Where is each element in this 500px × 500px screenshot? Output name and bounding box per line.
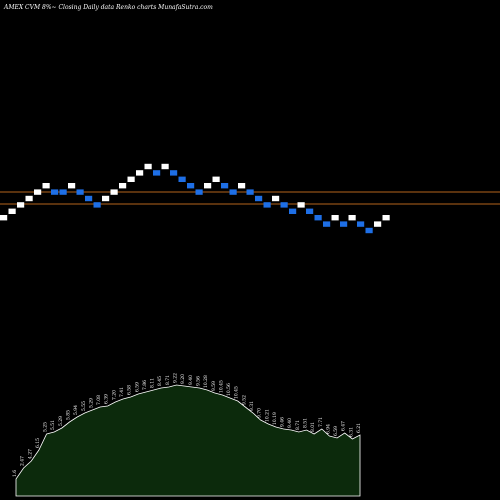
area-value-label: 6.21	[356, 423, 362, 433]
renko-brick	[314, 215, 322, 221]
area-value-label: 9.59	[211, 381, 217, 391]
area-value-label: 8.01	[310, 422, 316, 432]
renko-brick	[85, 195, 93, 202]
renko-brick	[323, 221, 331, 227]
area-value-label: 6.59	[333, 426, 339, 436]
renko-brick	[357, 221, 365, 227]
area-value-label: 5.94	[73, 405, 79, 415]
renko-brick	[170, 170, 178, 176]
chart-title: AMEX CVM 8%~ Closing Daily data Renko ch…	[3, 4, 213, 11]
area-value-label: 9.40	[287, 418, 293, 428]
area-value-label: 10.56	[226, 383, 232, 396]
area-labels: 1.62.474.276.155.25 5.51 5.295.85 5.94 5.55 5…	[12, 373, 362, 477]
renko-brick	[289, 208, 297, 214]
renko-brick	[204, 183, 212, 189]
renko-bricks	[0, 163, 390, 234]
renko-brick	[144, 163, 152, 170]
renko-brick	[127, 176, 135, 182]
renko-brick	[374, 221, 382, 227]
renko-brick	[136, 170, 144, 176]
area-value-label: 1.6	[12, 470, 18, 477]
area-value-label: 10.28	[203, 375, 209, 388]
renko-brick	[263, 202, 271, 208]
renko-brick	[161, 163, 169, 170]
renko-brick	[195, 189, 203, 195]
area-value-label: 9.56	[196, 376, 202, 386]
area-value-label: 10.45	[218, 380, 224, 393]
area-value-label: 9.46	[280, 417, 286, 427]
area-value-label: 6.58	[127, 385, 133, 395]
area-value-label: 5.25	[43, 422, 49, 432]
renko-brick	[17, 202, 25, 208]
renko-brick	[8, 208, 16, 214]
area-value-label: 6.94	[325, 424, 331, 434]
area-value-label: 7.08	[96, 395, 102, 405]
area-value-label: 5.29	[88, 398, 94, 408]
area-value-label: 7.86	[142, 380, 148, 390]
renko-brick	[42, 183, 50, 189]
renko-brick	[246, 189, 254, 195]
area-value-label: 9.22	[173, 373, 179, 383]
area-value-label: 6.39	[104, 394, 110, 404]
renko-brick	[34, 189, 42, 195]
renko-brick	[178, 176, 186, 182]
area-value-label: 6.59	[134, 382, 140, 392]
area-value-label: 5.51	[50, 420, 56, 430]
area-value-label: 10.21	[264, 409, 270, 422]
area-value-label: 9.52	[241, 395, 247, 405]
area-value-label: 4.27	[27, 449, 33, 459]
area-value-label: 8.71	[295, 420, 301, 430]
area-value-label: 8.45	[157, 376, 163, 386]
area-chart	[15, 384, 361, 497]
renko-brick	[272, 195, 280, 202]
renko-brick	[68, 183, 76, 189]
area-value-label: 7.71	[318, 417, 324, 427]
area-value-label: 6.15	[35, 438, 41, 448]
area-value-label: 2.47	[20, 456, 26, 466]
area-series	[15, 384, 361, 497]
area-value-label: 7.20	[111, 390, 117, 400]
area-value-label: 8.51	[303, 418, 309, 428]
renko-brick	[25, 195, 33, 202]
renko-brick	[187, 183, 195, 189]
renko-brick	[51, 189, 59, 195]
renko-brick	[59, 189, 67, 195]
renko-brick	[76, 189, 84, 195]
area-value-label: 10.45	[234, 386, 240, 399]
renko-brick	[280, 202, 288, 208]
area-value-label: 9.31	[249, 401, 255, 411]
renko-brick	[297, 202, 305, 208]
renko-brick	[306, 208, 314, 214]
renko-brick	[102, 195, 110, 202]
area-value-label: 10.19	[272, 412, 278, 425]
renko-brick	[365, 227, 373, 234]
area-value-label: 9.20	[180, 374, 186, 384]
area-value-label: 8.11	[150, 378, 156, 388]
renko-brick	[382, 215, 390, 221]
area-value-label: 6.31	[348, 427, 354, 437]
area-value-label: 7.41	[119, 387, 125, 397]
renko-brick	[348, 215, 356, 221]
renko-brick	[331, 215, 339, 221]
area-value-label: 5.55	[81, 401, 87, 411]
area-value-label: 8.71	[165, 375, 171, 385]
area-value-label: 5.85	[66, 410, 72, 420]
area-value-label: 9.70	[257, 408, 263, 418]
renko-brick	[212, 176, 220, 182]
renko-brick	[221, 183, 229, 189]
renko-brick	[340, 221, 348, 227]
renko-brick	[153, 170, 161, 176]
renko-brick	[255, 195, 263, 202]
renko-brick	[119, 183, 127, 189]
renko-brick	[229, 189, 237, 195]
area-value-label: 5.29	[58, 416, 64, 426]
renko-brick	[110, 189, 118, 195]
renko-brick	[0, 215, 8, 221]
renko-brick	[93, 202, 101, 208]
renko-brick	[238, 183, 246, 189]
area-value-label: 6.47	[341, 421, 347, 431]
area-value-label: 9.40	[188, 375, 194, 385]
